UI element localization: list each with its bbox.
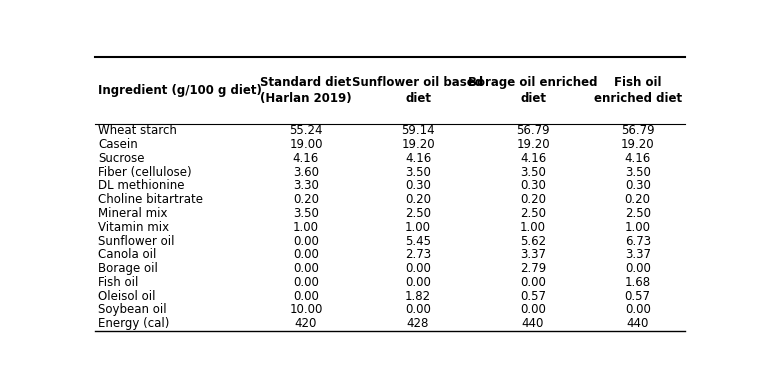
Text: 0.00: 0.00: [293, 276, 319, 289]
Text: 3.50: 3.50: [625, 166, 651, 179]
Text: Sucrose: Sucrose: [98, 152, 145, 165]
Text: Fiber (cellulose): Fiber (cellulose): [98, 166, 192, 179]
Text: 19.20: 19.20: [401, 138, 435, 151]
Text: 2.50: 2.50: [625, 207, 651, 220]
Text: 0.00: 0.00: [293, 290, 319, 303]
Text: Energy (cal): Energy (cal): [98, 317, 170, 330]
Text: Canola oil: Canola oil: [98, 248, 157, 261]
Text: Choline bitartrate: Choline bitartrate: [98, 193, 203, 206]
Text: Soybean oil: Soybean oil: [98, 304, 167, 316]
Text: Borage oil: Borage oil: [98, 262, 158, 275]
Text: DL methionine: DL methionine: [98, 180, 185, 192]
Text: 0.20: 0.20: [520, 193, 546, 206]
Text: Mineral mix: Mineral mix: [98, 207, 167, 220]
Text: 0.20: 0.20: [405, 193, 431, 206]
Text: 4.16: 4.16: [625, 152, 651, 165]
Text: 1.82: 1.82: [405, 290, 431, 303]
Text: 1.00: 1.00: [625, 221, 651, 234]
Text: 440: 440: [626, 317, 649, 330]
Text: 0.20: 0.20: [625, 193, 651, 206]
Text: Ingredient (g/100 g diet): Ingredient (g/100 g diet): [98, 84, 262, 97]
Text: 3.60: 3.60: [293, 166, 319, 179]
Text: Fish oil: Fish oil: [98, 276, 139, 289]
Text: Vitamin mix: Vitamin mix: [98, 221, 169, 234]
Text: 0.00: 0.00: [520, 304, 546, 316]
Text: 0.00: 0.00: [293, 262, 319, 275]
Text: 4.16: 4.16: [293, 152, 319, 165]
Text: 2.50: 2.50: [520, 207, 546, 220]
Text: 0.57: 0.57: [520, 290, 546, 303]
Text: 428: 428: [407, 317, 429, 330]
Text: 0.30: 0.30: [520, 180, 546, 192]
Text: Sunflower oil based
diet: Sunflower oil based diet: [352, 76, 483, 105]
Text: 0.20: 0.20: [293, 193, 319, 206]
Text: 55.24: 55.24: [289, 124, 323, 137]
Text: 0.57: 0.57: [625, 290, 651, 303]
Text: Borage oil enriched
diet: Borage oil enriched diet: [468, 76, 598, 105]
Text: 1.00: 1.00: [405, 221, 431, 234]
Text: 0.00: 0.00: [293, 248, 319, 261]
Text: 6.73: 6.73: [625, 235, 651, 248]
Text: 5.45: 5.45: [405, 235, 431, 248]
Text: Casein: Casein: [98, 138, 138, 151]
Text: 1.00: 1.00: [293, 221, 319, 234]
Text: 19.20: 19.20: [516, 138, 550, 151]
Text: 0.00: 0.00: [293, 235, 319, 248]
Text: 0.00: 0.00: [520, 276, 546, 289]
Text: 2.79: 2.79: [520, 262, 546, 275]
Text: Fish oil
enriched diet: Fish oil enriched diet: [594, 76, 682, 105]
Text: Sunflower oil: Sunflower oil: [98, 235, 174, 248]
Text: 5.62: 5.62: [520, 235, 546, 248]
Text: 3.30: 3.30: [293, 180, 319, 192]
Text: 0.00: 0.00: [405, 262, 431, 275]
Text: 3.37: 3.37: [625, 248, 651, 261]
Text: 3.50: 3.50: [293, 207, 319, 220]
Text: Wheat starch: Wheat starch: [98, 124, 177, 137]
Text: 0.30: 0.30: [405, 180, 431, 192]
Text: 2.73: 2.73: [405, 248, 431, 261]
Text: Standard diet
(Harlan 2019): Standard diet (Harlan 2019): [260, 76, 352, 105]
Text: Oleisol oil: Oleisol oil: [98, 290, 155, 303]
Text: 0.00: 0.00: [405, 304, 431, 316]
Text: 4.16: 4.16: [405, 152, 431, 165]
Text: 19.00: 19.00: [289, 138, 323, 151]
Text: 56.79: 56.79: [621, 124, 654, 137]
Text: 0.00: 0.00: [405, 276, 431, 289]
Text: 0.30: 0.30: [625, 180, 651, 192]
Text: 440: 440: [522, 317, 544, 330]
Text: 3.50: 3.50: [405, 166, 431, 179]
Text: 59.14: 59.14: [401, 124, 435, 137]
Text: 0.00: 0.00: [625, 304, 651, 316]
Text: 0.00: 0.00: [625, 262, 651, 275]
Text: 10.00: 10.00: [289, 304, 323, 316]
Text: 2.50: 2.50: [405, 207, 431, 220]
Text: 56.79: 56.79: [516, 124, 550, 137]
Text: 1.00: 1.00: [520, 221, 546, 234]
Text: 3.37: 3.37: [520, 248, 546, 261]
Text: 420: 420: [295, 317, 317, 330]
Text: 3.50: 3.50: [520, 166, 546, 179]
Text: 1.68: 1.68: [625, 276, 651, 289]
Text: 4.16: 4.16: [520, 152, 546, 165]
Text: 19.20: 19.20: [621, 138, 654, 151]
